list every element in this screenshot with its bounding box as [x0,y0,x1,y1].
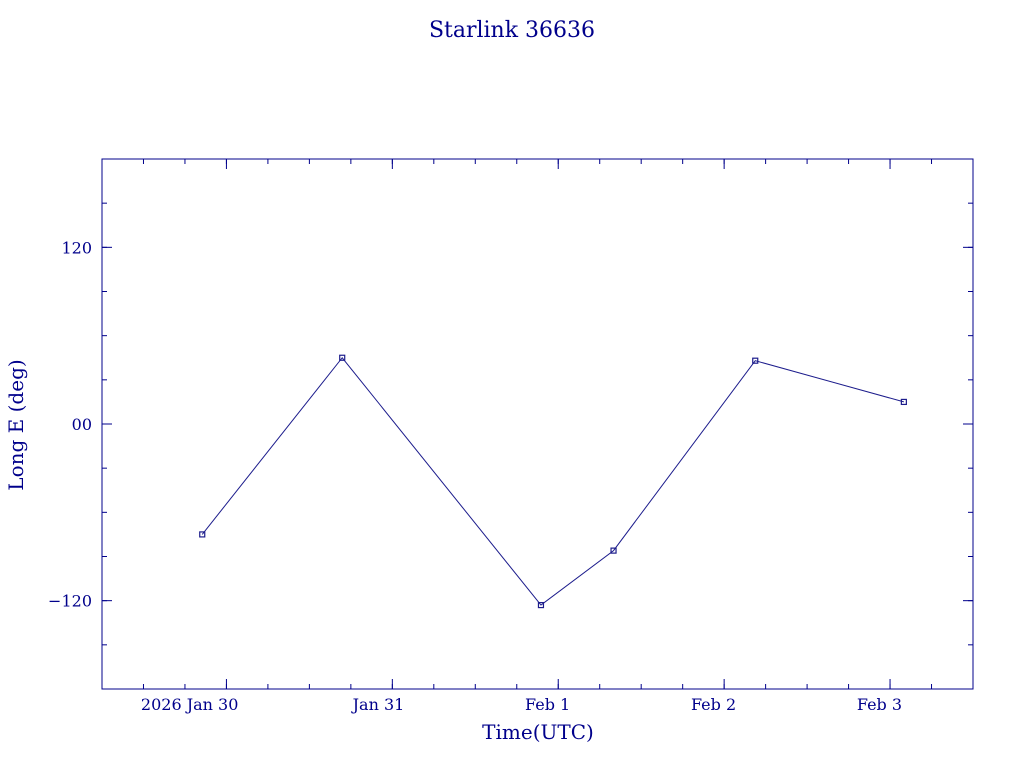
series-line [201,356,905,606]
minor-ticks [101,159,974,689]
data-point [199,531,206,538]
x-axis-ticks: 2026 Jan 30 Jan 31 Feb 1 Feb 2 Feb 3 [141,159,902,714]
x-tick-label: Feb 1 [525,695,570,714]
data-point [610,547,617,554]
x-tick-label: Jan 31 [351,695,405,714]
y-tick-label: −120 [48,592,92,611]
data-point [339,354,346,361]
x-tick-label: 2026 Jan 30 [141,695,239,714]
data-point [752,357,759,364]
y-axis-label: Long E (deg) [4,359,28,490]
y-tick-label: 00 [72,415,92,434]
data-point [537,601,545,609]
y-axis-ticks: 120 00 −120 [48,238,973,611]
x-axis-label: Time(UTC) [482,720,594,744]
data-point [900,398,907,406]
x-tick-label: Feb 3 [857,695,902,714]
chart-title: Starlink 36636 [429,18,595,43]
x-tick-label: Feb 2 [691,695,736,714]
series-layer [199,354,907,609]
plot-frame [101,158,974,690]
y-tick-label: 120 [61,238,92,257]
